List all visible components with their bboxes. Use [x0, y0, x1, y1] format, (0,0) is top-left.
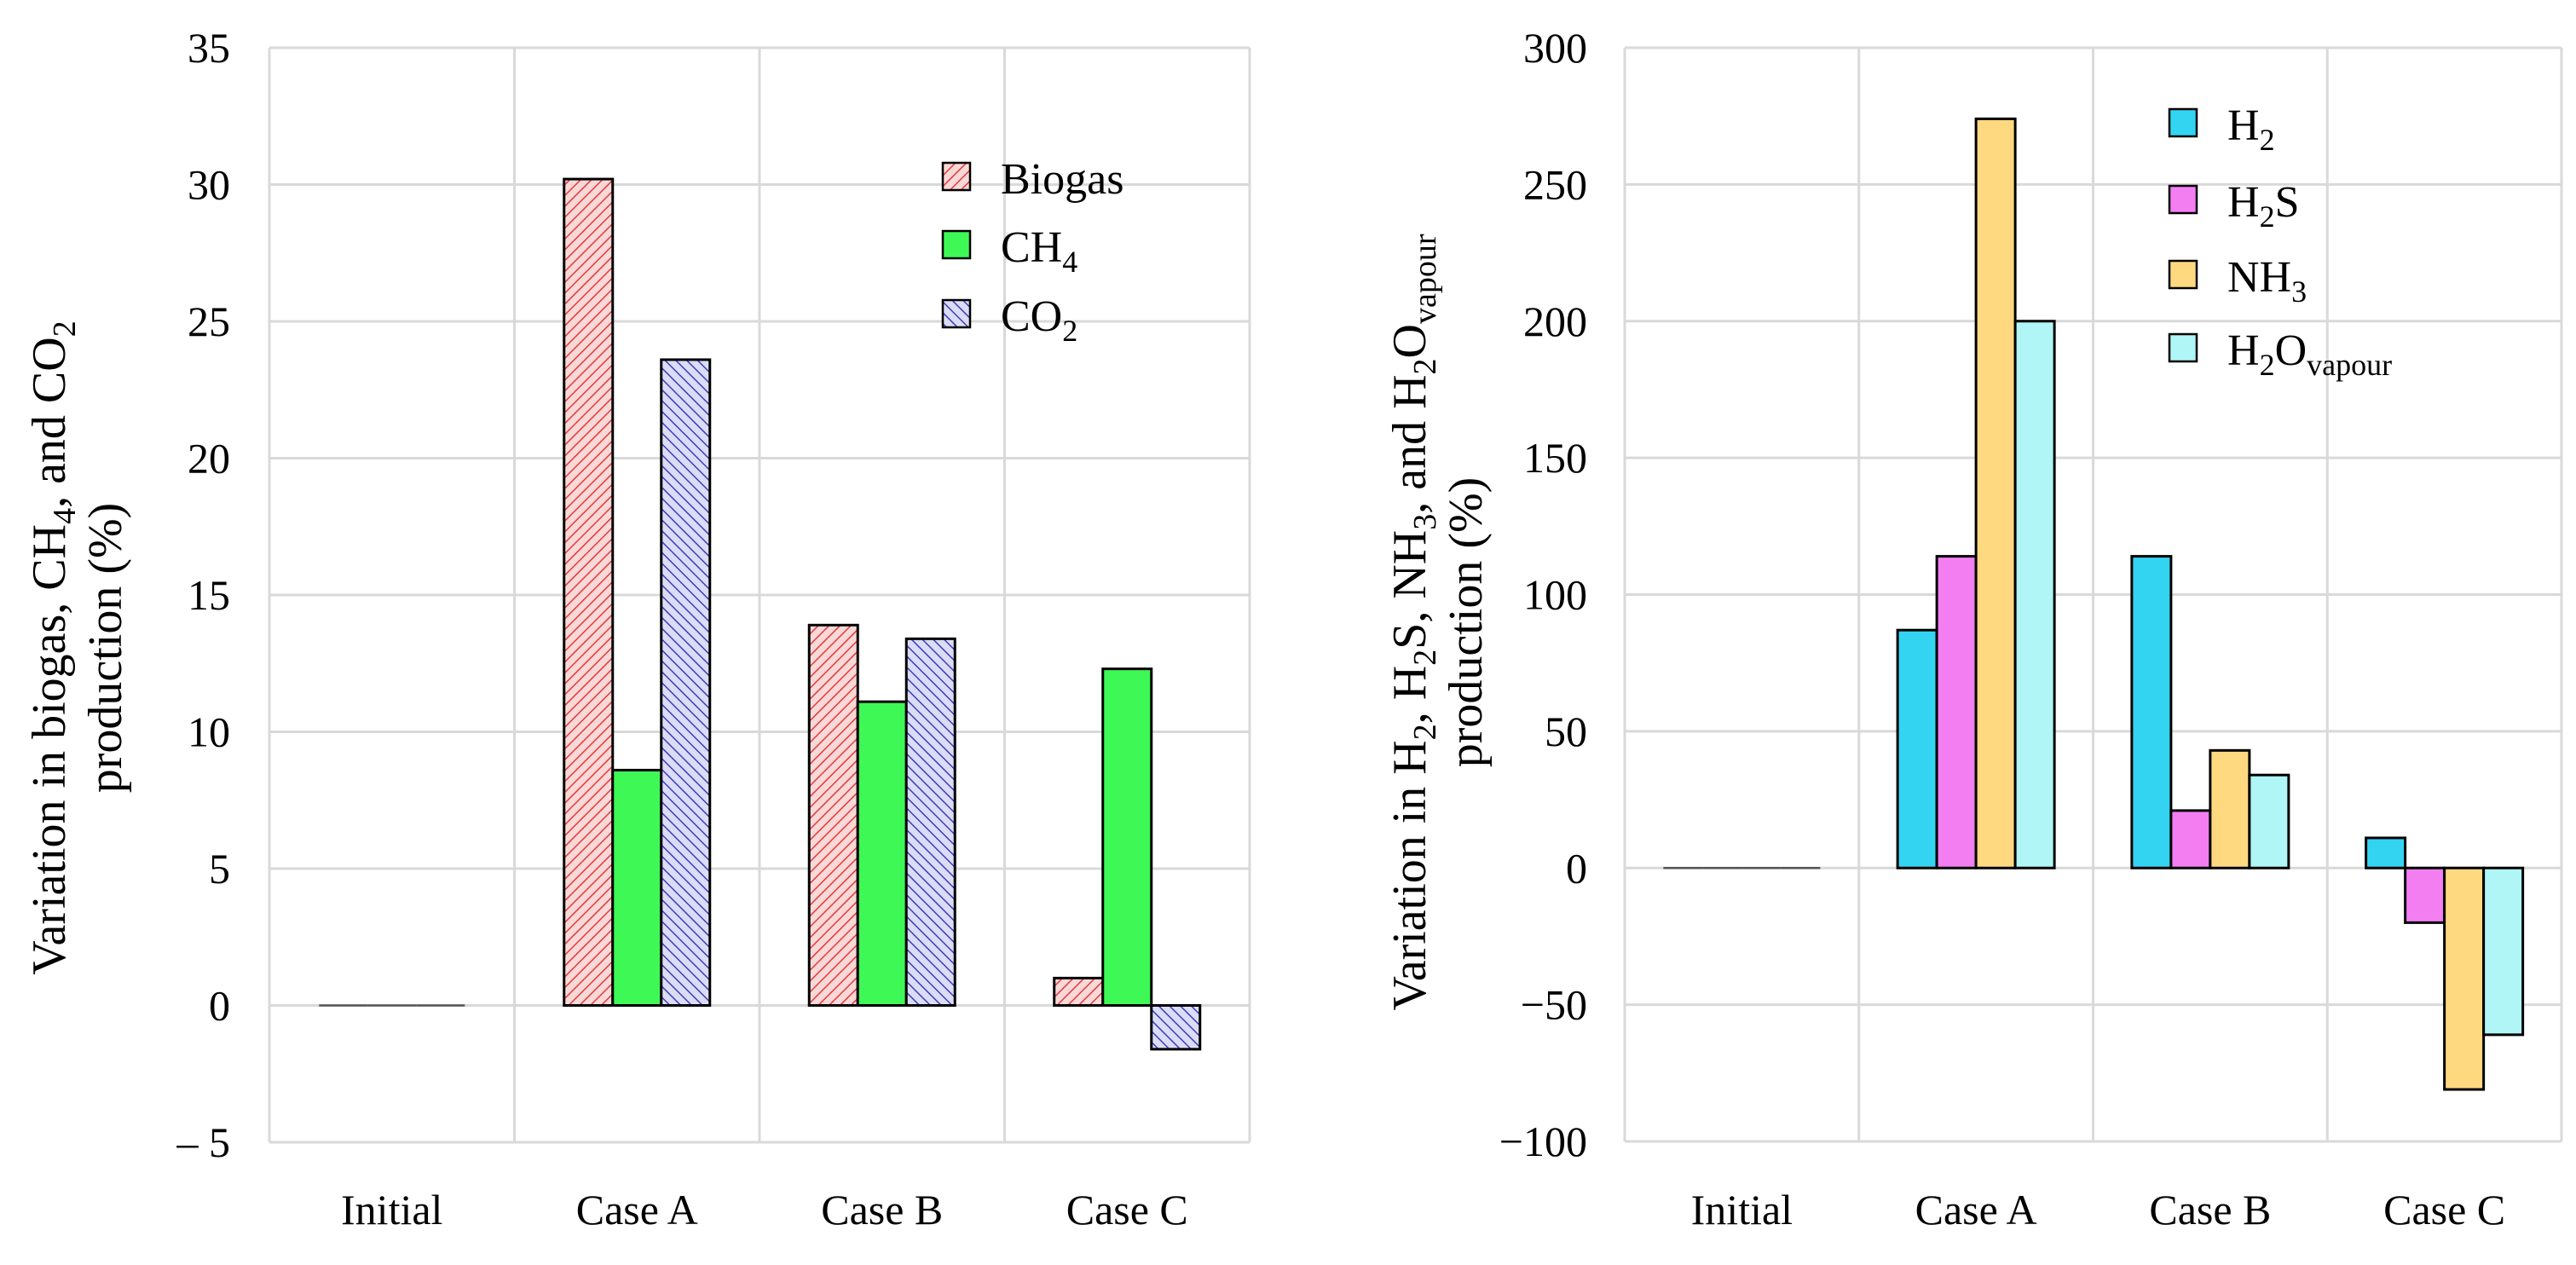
y-tick-label: 15 — [188, 571, 230, 619]
bar-h2-case-c — [2365, 836, 2407, 869]
bar-h2ovapour-case-a — [2013, 320, 2056, 869]
left-y-axis-title-line2: production (%) — [79, 503, 132, 794]
legend-label-biogas: Biogas — [1001, 155, 1123, 204]
bar-h2ovapour-case-b — [2248, 773, 2290, 869]
legend-swatch-h2s — [2168, 184, 2198, 215]
bar-h2-case-b — [2130, 555, 2173, 869]
bar-h2s-case-b — [2169, 809, 2212, 869]
right-y-tick-labels: 300 250 200 150 100 50 0 −50 −100 — [1499, 24, 1587, 1165]
y-tick-label: 150 — [1523, 434, 1587, 482]
y-tick-label: 50 — [1545, 708, 1587, 755]
right-legend: H2 H2S NH3 H2Ovapour — [2168, 101, 2392, 382]
right-gridlines — [1623, 46, 2563, 1143]
legend-label-ch4: CH4 — [1001, 223, 1077, 279]
bar-co2-case-b — [904, 637, 956, 1007]
bar-co2-case-c — [1150, 1004, 1202, 1051]
legend-swatch-ch4 — [941, 229, 972, 260]
bar-ch4-case-c — [1101, 667, 1153, 1007]
category-label-initial: Initial — [1691, 1186, 1793, 1233]
category-label-case-b: Case B — [821, 1186, 943, 1233]
bar-biogas-case-a — [563, 177, 615, 1007]
legend-label-h2o-vapour: H2Ovapour — [2227, 326, 2392, 382]
category-label-initial: Initial — [341, 1186, 442, 1233]
legend-label-nh3: NH3 — [2227, 253, 2307, 309]
bar-ch4-case-b — [856, 700, 908, 1007]
bar-h2s-case-c — [2404, 866, 2446, 924]
y-tick-label: 0 — [1566, 844, 1587, 892]
left-category-labels: Initial Case A Case B Case C — [341, 1186, 1188, 1233]
legend-swatch-nh3 — [2168, 259, 2198, 290]
left-legend: Biogas CH4 CO2 — [941, 155, 1123, 348]
bar-nh3-case-b — [2209, 748, 2251, 869]
y-tick-label: 100 — [1523, 571, 1587, 619]
bar-nh3-case-c — [2443, 866, 2486, 1091]
legend-label-h2: H2 — [2227, 101, 2275, 157]
left-gridlines — [268, 46, 1251, 1144]
y-tick-label: 250 — [1523, 160, 1587, 208]
y-tick-label: −50 — [1521, 981, 1587, 1029]
category-label-case-c: Case C — [1066, 1186, 1188, 1233]
left-y-tick-labels: 35 30 25 20 15 10 5 0 – 5 — [176, 24, 231, 1166]
y-tick-label: 5 — [209, 845, 230, 892]
chart-left: 35 30 25 20 15 10 5 0 – 5 Initial Case A Case B Cas… — [23, 24, 1251, 1233]
y-tick-label: 35 — [188, 24, 230, 72]
category-label-case-b: Case B — [2149, 1186, 2271, 1233]
category-label-case-c: Case C — [2383, 1186, 2505, 1233]
legend-label-co2: CO2 — [1001, 292, 1077, 348]
bar-biogas-case-b — [807, 623, 859, 1007]
right-category-labels: Initial Case A Case B Case C — [1691, 1186, 2505, 1233]
legend-swatch-biogas — [941, 161, 972, 192]
left-y-axis-title-line1: Variation in biogas, CH4, and CO2 — [23, 321, 83, 974]
y-tick-label: 30 — [188, 161, 230, 209]
bar-co2-case-a — [660, 358, 712, 1007]
y-tick-label: 200 — [1523, 297, 1587, 345]
y-tick-label: 0 — [209, 982, 230, 1030]
legend-swatch-h2o-vapour — [2168, 332, 2198, 363]
y-tick-label: 20 — [188, 435, 230, 482]
y-tick-label: 10 — [188, 708, 230, 756]
bar-ch4-case-a — [611, 768, 663, 1007]
right-y-axis-title: Variation in H2, H2S, NH3, and H2Ovapour… — [1383, 234, 1493, 1010]
bar-h2-case-a — [1896, 628, 1938, 869]
category-label-case-a: Case A — [576, 1186, 698, 1233]
chart-right: 300 250 200 150 100 50 0 −50 −100 Initial Case A C… — [1383, 24, 2563, 1233]
bar-nh3-case-a — [1974, 117, 2017, 869]
y-tick-label: 300 — [1523, 24, 1587, 72]
left-bars — [319, 177, 1202, 1051]
y-tick-label: – 5 — [176, 1118, 231, 1166]
category-label-case-a: Case A — [1915, 1186, 2037, 1233]
right-y-axis-title-line1: Variation in H2, H2S, NH3, and H2Ovapour — [1383, 234, 1443, 1010]
bar-h2s-case-a — [1935, 555, 1978, 869]
y-tick-label: −100 — [1499, 1118, 1587, 1165]
right-bars — [1663, 117, 2525, 1091]
right-y-axis-title-line2: production (%) — [1440, 477, 1493, 768]
left-y-axis-title: Variation in biogas, CH4, and CO2 produc… — [23, 321, 132, 974]
bar-h2ovapour-case-c — [2482, 866, 2525, 1037]
legend-swatch-h2 — [2168, 107, 2198, 138]
legend-label-h2s: H2S — [2227, 178, 2299, 234]
y-tick-label: 25 — [188, 297, 230, 345]
legend-swatch-co2 — [941, 298, 972, 329]
bar-biogas-case-c — [1053, 976, 1105, 1008]
